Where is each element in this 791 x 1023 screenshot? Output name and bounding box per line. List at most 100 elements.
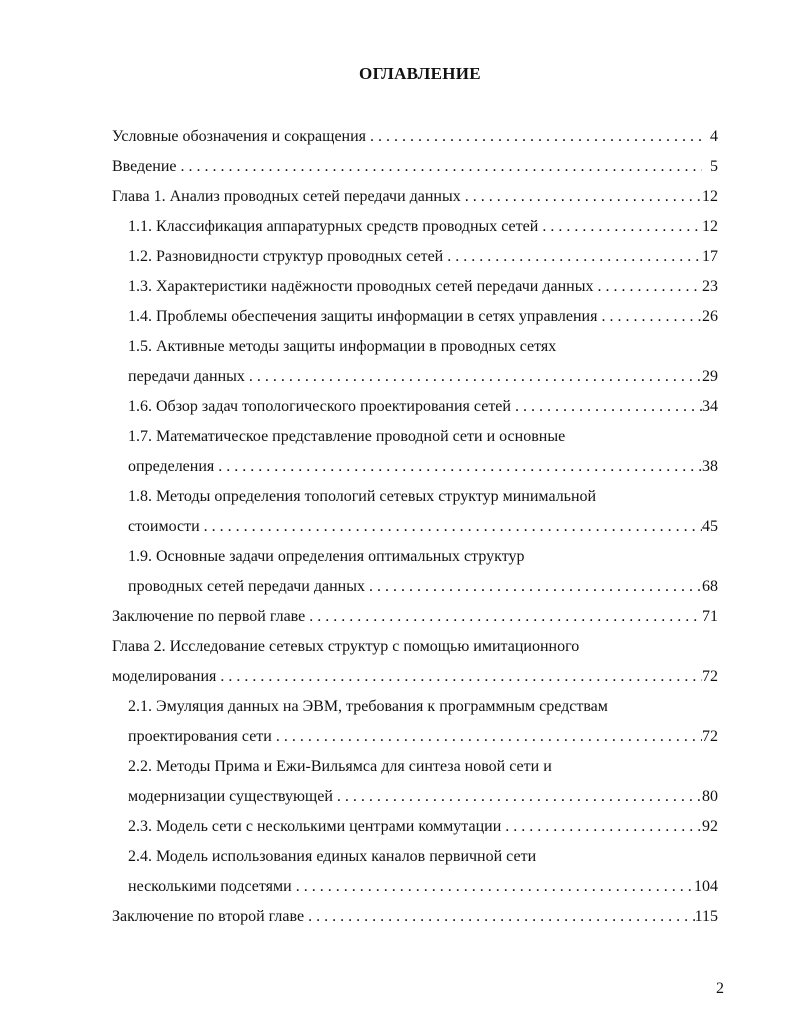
dot-leader — [511, 392, 702, 422]
dot-leader — [272, 722, 702, 752]
toc-entry[interactable]: 1.6. Обзор задач топологического проекти… — [112, 392, 718, 422]
toc-line: 1.7. Математическое представление провод… — [112, 422, 718, 452]
toc-entry[interactable]: 1.7. Математическое представление провод… — [112, 422, 718, 482]
dot-leader — [597, 302, 702, 332]
toc-entry-title: 1.8. Методы определения топологий сетевы… — [128, 488, 597, 505]
toc-entry[interactable]: 1.8. Методы определения топологий сетевы… — [112, 482, 718, 542]
toc-entry-title: проводных сетей передачи данных — [128, 578, 365, 595]
toc-entry[interactable]: Глава 1. Анализ проводных сетей передачи… — [112, 182, 718, 212]
toc-line: определения 38 — [112, 452, 718, 482]
toc-line: 2.4. Модель использования единых каналов… — [112, 842, 718, 872]
toc-entry-title: Заключение по первой главе — [112, 608, 306, 625]
toc-entry-title: 2.4. Модель использования единых каналов… — [128, 848, 537, 865]
toc-entry-title: стоимости — [128, 518, 200, 535]
toc-entry[interactable]: Введение 5 — [112, 152, 718, 182]
toc-entry[interactable]: Заключение по второй главе 115 — [112, 902, 718, 932]
toc-page-number: 34 — [702, 398, 718, 415]
toc-line: 2.1. Эмуляция данных на ЭВМ, требования … — [112, 692, 718, 722]
toc-entry-title: Заключение по второй главе — [112, 908, 305, 925]
toc-page-number: 71 — [702, 608, 718, 625]
toc-line: проектирования сети 72 — [112, 722, 718, 752]
toc-page-number: 29 — [702, 368, 718, 385]
toc-entry[interactable]: 1.1. Классификация аппаратурных средств … — [112, 212, 718, 242]
toc-entry[interactable]: 1.3. Характеристики надёжности проводных… — [112, 272, 718, 302]
toc-entry-title: 1.3. Характеристики надёжности проводных… — [128, 278, 594, 295]
dot-leader — [216, 662, 702, 692]
dot-leader — [443, 242, 702, 272]
toc-page-number: 17 — [702, 248, 718, 265]
toc-entry-title: 2.3. Модель сети с несколькими центрами … — [128, 818, 502, 835]
toc-page-number: 72 — [702, 668, 718, 685]
toc-entry[interactable]: Глава 2. Исследование сетевых структур с… — [112, 632, 718, 692]
toc-line: Глава 1. Анализ проводных сетей передачи… — [112, 182, 718, 212]
toc-entry-title: проектирования сети — [128, 728, 272, 745]
toc-page-number: 26 — [702, 308, 718, 325]
toc-line: 1.2. Разновидности структур проводных се… — [112, 242, 718, 272]
toc-entry[interactable]: 2.2. Методы Прима и Ежи-Вильямса для син… — [112, 752, 718, 812]
toc-entry-title: модернизации существующей — [128, 788, 333, 805]
toc-page-number: 115 — [694, 908, 718, 925]
toc-entry[interactable]: 2.1. Эмуляция данных на ЭВМ, требования … — [112, 692, 718, 752]
toc-line: Введение 5 — [112, 152, 718, 182]
toc-page-number: 45 — [702, 518, 718, 535]
table-of-contents: Условные обозначения и сокращения 4 Введен… — [112, 122, 718, 932]
toc-entry[interactable]: 1.5. Активные методы защиты информации в… — [112, 332, 718, 392]
toc-page-number: 68 — [702, 578, 718, 595]
toc-entry[interactable]: 1.9. Основные задачи определения оптимал… — [112, 542, 718, 602]
dot-leader — [200, 512, 702, 542]
page-title: ОГЛАВЛЕНИЕ — [359, 64, 481, 83]
toc-page-number: 72 — [702, 728, 718, 745]
toc-line: 1.5. Активные методы защиты информации в… — [112, 332, 718, 362]
dot-leader — [214, 452, 702, 482]
toc-entry-title: моделирования — [112, 668, 217, 685]
toc-entry[interactable]: 1.2. Разновидности структур проводных се… — [112, 242, 718, 272]
toc-line: 1.4. Проблемы обеспечения защиты информа… — [112, 302, 718, 332]
toc-entry-title: Глава 1. Анализ проводных сетей передачи… — [112, 188, 461, 205]
toc-line: 1.6. Обзор задач топологического проекти… — [112, 392, 718, 422]
toc-line: моделирования 72 — [112, 662, 718, 692]
toc-entry-title: определения — [128, 458, 215, 475]
toc-line: 1.8. Методы определения топологий сетевы… — [112, 482, 718, 512]
toc-line: передачи данных 29 — [112, 362, 718, 392]
toc-entry-title: несколькими подсетями — [128, 878, 292, 895]
toc-line: модернизации существующей 80 — [112, 782, 718, 812]
toc-page-number: 4 — [710, 128, 718, 145]
toc-line: Глава 2. Исследование сетевых структур с… — [112, 632, 718, 662]
toc-entry-title: 1.2. Разновидности структур проводных се… — [128, 248, 444, 265]
toc-page-number: 92 — [702, 818, 718, 835]
toc-entry-title: 1.6. Обзор задач топологического проекти… — [128, 398, 511, 415]
dot-leader — [177, 152, 703, 182]
toc-entry[interactable]: 2.4. Модель использования единых каналов… — [112, 842, 718, 902]
toc-line: 2.3. Модель сети с несколькими центрами … — [112, 812, 718, 842]
dot-leader — [501, 812, 702, 842]
dot-leader — [461, 182, 702, 212]
toc-page-number: 12 — [702, 218, 718, 235]
toc-entry-title: Глава 2. Исследование сетевых структур с… — [112, 638, 580, 655]
toc-entry[interactable]: Заключение по первой главе 71 — [112, 602, 718, 632]
dot-leader — [365, 572, 702, 602]
dot-leader — [292, 872, 694, 902]
toc-entry-title: 1.9. Основные задачи определения оптимал… — [128, 548, 525, 565]
toc-entry[interactable]: 2.3. Модель сети с несколькими центрами … — [112, 812, 718, 842]
toc-entry-title: 1.7. Математическое представление провод… — [128, 428, 566, 445]
toc-entry-title: 1.1. Классификация аппаратурных средств … — [128, 218, 539, 235]
toc-page-number: 38 — [702, 458, 718, 475]
toc-page-number: 80 — [702, 788, 718, 805]
toc-entry[interactable]: 1.4. Проблемы обеспечения защиты информа… — [112, 302, 718, 332]
toc-line: несколькими подсетями 104 — [112, 872, 718, 902]
toc-page-number: 5 — [710, 158, 718, 175]
dot-leader — [366, 122, 702, 152]
toc-entry-title: 2.2. Методы Прима и Ежи-Вильямса для син… — [128, 758, 552, 775]
dot-leader — [245, 362, 702, 392]
toc-line: 2.2. Методы Прима и Ежи-Вильямса для син… — [112, 752, 718, 782]
dot-leader — [593, 272, 702, 302]
toc-entry[interactable]: Условные обозначения и сокращения 4 — [112, 122, 718, 152]
toc-entry-title: 1.5. Активные методы защиты информации в… — [128, 338, 557, 355]
dot-leader — [538, 212, 702, 242]
dot-leader — [305, 602, 702, 632]
toc-line: проводных сетей передачи данных 68 — [112, 572, 718, 602]
toc-page-number: 12 — [702, 188, 718, 205]
toc-entry-title: Введение — [112, 158, 177, 175]
page-number: 2 — [716, 980, 724, 997]
toc-line: 1.3. Характеристики надёжности проводных… — [112, 272, 718, 302]
